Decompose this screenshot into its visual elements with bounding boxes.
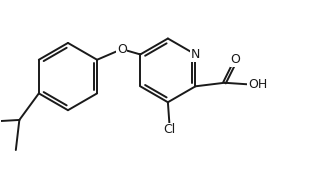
Text: OH: OH bbox=[248, 78, 267, 91]
Text: Cl: Cl bbox=[164, 123, 176, 136]
Text: O: O bbox=[230, 53, 240, 66]
Text: N: N bbox=[191, 48, 200, 61]
Text: O: O bbox=[117, 43, 127, 56]
